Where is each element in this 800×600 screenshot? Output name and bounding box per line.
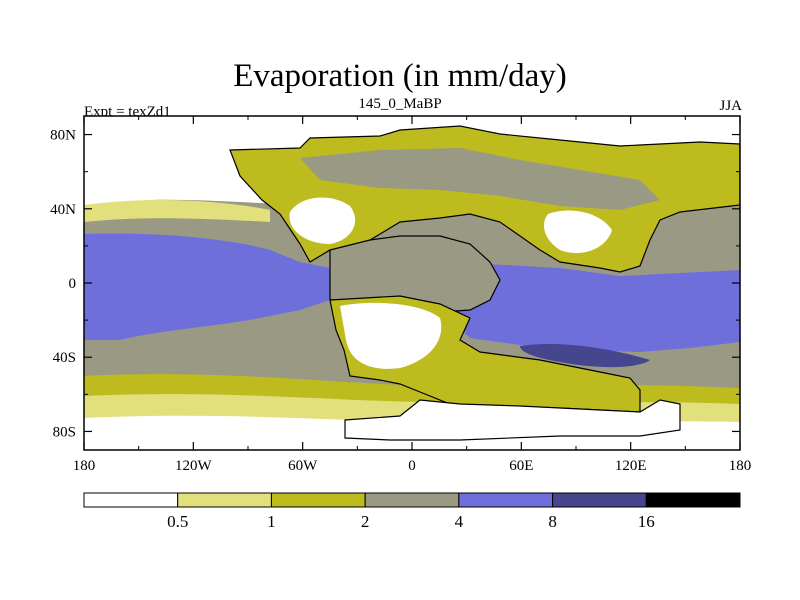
india-wet-patch	[520, 343, 650, 368]
colorbar-bin	[364, 492, 460, 508]
colorbar-label: 8	[548, 512, 557, 531]
x-tick-label: 60E	[509, 458, 533, 474]
north-pacific-light	[84, 199, 270, 222]
season-label: JJA	[719, 98, 742, 114]
chart-title: Evaporation (in mm/day)	[233, 58, 567, 94]
colorbar-label: 4	[455, 512, 464, 531]
antarctica	[344, 399, 681, 441]
map-plot-area	[84, 116, 740, 450]
x-tick-label: 120E	[615, 458, 647, 474]
laurasia-interior-grey	[300, 148, 660, 210]
colorbar	[83, 492, 741, 508]
x-axis-labels: 180 120W 60W 0 60E 120E 180	[73, 458, 752, 474]
colorbar-bin	[83, 492, 179, 508]
colorbar-labels: 0.5 1 2 4 8 16	[167, 512, 655, 531]
x-tick-label: 180	[729, 458, 752, 474]
north-america-desert	[289, 197, 356, 244]
colorbar-bin	[552, 492, 647, 508]
colorbar-label: 16	[638, 512, 655, 531]
axis-ticks	[83, 116, 741, 450]
chart-subtitle: 145_0_MaBP	[358, 96, 442, 112]
y-tick-label: 0	[69, 276, 77, 292]
colorbar-bin	[270, 492, 366, 508]
colorbar-bin	[645, 492, 741, 508]
indian-ocean-band	[450, 262, 740, 352]
colorbar-bin	[458, 492, 554, 508]
y-axis-labels: 80N 40N 0 40S 80S	[50, 128, 76, 441]
colorbar-bin	[177, 492, 272, 508]
colorbar-label: 0.5	[167, 512, 188, 531]
colorbar-label: 1	[267, 512, 276, 531]
tropical-ocean-band	[84, 233, 330, 340]
x-tick-label: 120W	[175, 458, 213, 474]
y-tick-label: 40S	[53, 350, 76, 366]
x-tick-label: 180	[73, 458, 96, 474]
y-tick-label: 80N	[50, 128, 76, 144]
y-tick-label: 40N	[50, 202, 76, 218]
x-tick-label: 60W	[288, 458, 318, 474]
y-tick-label: 80S	[53, 424, 76, 440]
x-tick-label: 0	[408, 458, 416, 474]
asia-desert	[544, 210, 612, 254]
africa-desert	[340, 302, 442, 369]
colorbar-label: 2	[361, 512, 370, 531]
